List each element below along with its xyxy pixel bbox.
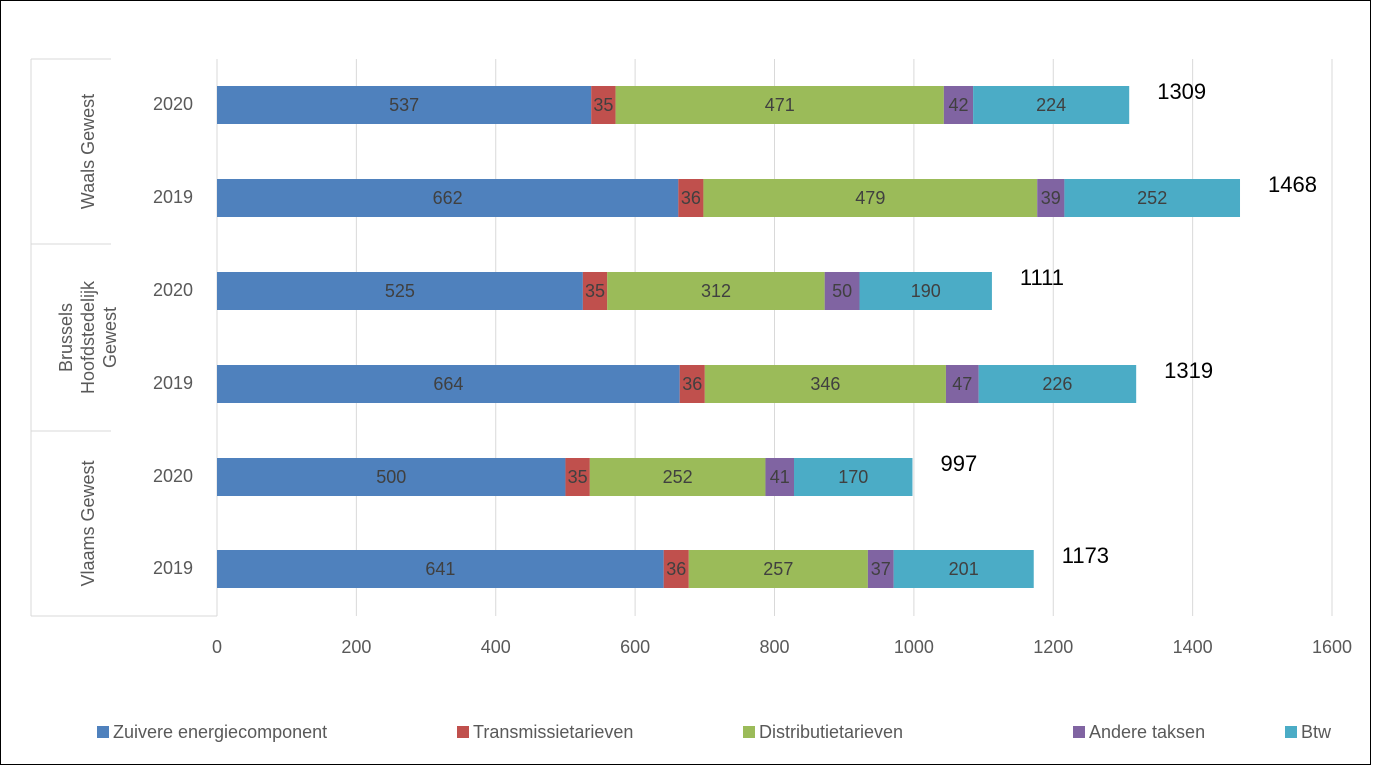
x-tick-label: 800: [759, 637, 789, 657]
data-label: 37: [871, 559, 891, 579]
bar-segment: [565, 458, 590, 496]
bar-segment: [893, 550, 1034, 588]
total-label: 997: [940, 451, 977, 476]
bar-segment: [217, 365, 680, 403]
data-label: 226: [1042, 374, 1072, 394]
bar-segment: [945, 365, 979, 403]
group-label: Vlaams Gewest: [78, 460, 98, 586]
data-label: 35: [568, 467, 588, 487]
legend-swatch: [1285, 726, 1297, 738]
data-label: 312: [701, 281, 731, 301]
data-label: 257: [763, 559, 793, 579]
data-label: 42: [948, 95, 968, 115]
bar-segment: [678, 179, 704, 217]
bar-segment: [591, 86, 616, 124]
legend-swatch: [97, 726, 109, 738]
x-tick-label: 600: [620, 637, 650, 657]
bar-segment: [663, 550, 689, 588]
data-label: 252: [1137, 188, 1167, 208]
data-label: 36: [666, 559, 686, 579]
bar-segment: [973, 86, 1130, 124]
total-label: 1468: [1268, 172, 1317, 197]
data-label: 47: [952, 374, 972, 394]
x-tick-label: 400: [481, 637, 511, 657]
data-label: 537: [389, 95, 419, 115]
data-label: 471: [765, 95, 795, 115]
total-label: 1111: [1020, 265, 1064, 290]
data-label: 39: [1041, 188, 1061, 208]
data-label: 201: [949, 559, 979, 579]
data-label: 190: [911, 281, 941, 301]
category-label: 2020: [153, 94, 193, 114]
data-label: 500: [376, 467, 406, 487]
bar-segment: [1064, 179, 1241, 217]
data-label: 224: [1036, 95, 1066, 115]
bar-segment: [217, 86, 592, 124]
category-label: 2019: [153, 558, 193, 578]
total-label: 1309: [1157, 79, 1206, 104]
bar-segment: [217, 458, 566, 496]
bar-segment: [679, 365, 705, 403]
category-label: 2020: [153, 466, 193, 486]
x-tick-label: 1400: [1173, 637, 1213, 657]
bar-segment: [607, 272, 825, 310]
bar-segment: [824, 272, 860, 310]
bar-segment: [703, 179, 1038, 217]
x-tick-label: 1600: [1312, 637, 1352, 657]
group-label: Gewest: [100, 307, 120, 368]
bar-segment: [794, 458, 913, 496]
data-label: 525: [385, 281, 415, 301]
group-label: Hoofdstedelijk: [78, 280, 98, 394]
total-label: 1319: [1164, 358, 1213, 383]
data-label: 252: [663, 467, 693, 487]
data-label: 36: [682, 374, 702, 394]
data-label: 479: [855, 188, 885, 208]
group-label: Waals Gewest: [78, 94, 98, 209]
data-label: 36: [681, 188, 701, 208]
bar-segment: [582, 272, 608, 310]
bar-segment: [1037, 179, 1065, 217]
bar-segment: [859, 272, 992, 310]
x-tick-label: 1000: [894, 637, 934, 657]
bar-segment: [867, 550, 894, 588]
data-label: 50: [832, 281, 852, 301]
legend-entry: Zuivere energiecomponent: [113, 722, 327, 742]
legend-entry: Btw: [1301, 722, 1332, 742]
legend-swatch: [743, 726, 755, 738]
data-label: 641: [425, 559, 455, 579]
x-tick-label: 200: [341, 637, 371, 657]
legend-entry: Distributietarieven: [759, 722, 903, 742]
bar-segment: [943, 86, 974, 124]
data-label: 346: [810, 374, 840, 394]
data-label: 662: [433, 188, 463, 208]
x-tick-label: 0: [212, 637, 222, 657]
bar-segment: [217, 550, 664, 588]
category-label: 2020: [153, 280, 193, 300]
legend-swatch: [1073, 726, 1085, 738]
bar-segment: [704, 365, 946, 403]
data-label: 35: [585, 281, 605, 301]
bar-segment: [217, 272, 583, 310]
bar-segment: [217, 179, 679, 217]
data-label: 41: [770, 467, 790, 487]
group-label: Brussels: [56, 303, 76, 372]
legend-entry: Transmissietarieven: [473, 722, 633, 742]
bar-segment: [589, 458, 766, 496]
bar-segment: [978, 365, 1137, 403]
x-tick-label: 1200: [1033, 637, 1073, 657]
data-label: 664: [433, 374, 463, 394]
data-label: 170: [838, 467, 868, 487]
bar-segment: [688, 550, 868, 588]
total-label: 1173: [1062, 543, 1109, 568]
category-label: 2019: [153, 373, 193, 393]
data-label: 35: [593, 95, 613, 115]
category-label: 2019: [153, 187, 193, 207]
bar-segment: [615, 86, 944, 124]
legend-entry: Andere taksen: [1089, 722, 1205, 742]
legend-swatch: [457, 726, 469, 738]
bar-segment: [765, 458, 795, 496]
